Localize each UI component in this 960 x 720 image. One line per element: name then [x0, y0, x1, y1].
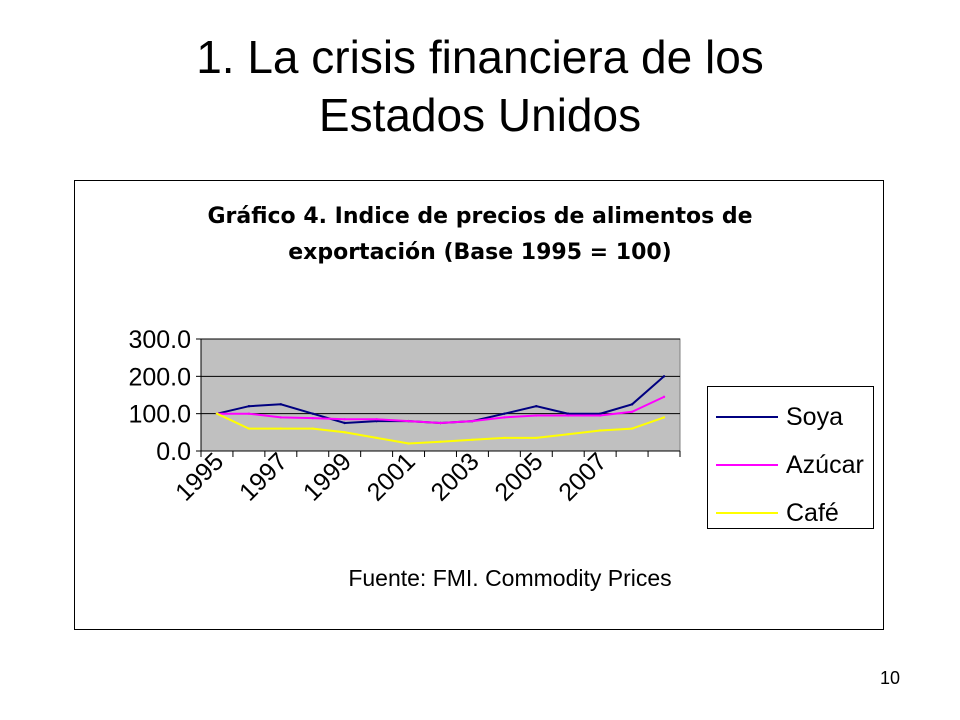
- data-point-cafe-2008: [630, 427, 634, 430]
- data-point-soya-2000: [375, 419, 378, 423]
- data-point-cafe-2002: [439, 440, 442, 443]
- data-point-azucar-2001: [407, 419, 410, 423]
- data-point-azucar-1998: [311, 416, 314, 420]
- data-point-azucar-1996: [247, 412, 251, 415]
- data-point-cafe-1998: [311, 427, 314, 430]
- legend-label-azucar: Azúcar: [786, 451, 864, 479]
- slide-title: 1. La crisis financiera de los Estados U…: [0, 28, 960, 144]
- data-point-soya-2004: [503, 412, 506, 415]
- data-point-azucar-2009: [662, 395, 666, 399]
- data-point-cafe-2006: [567, 433, 570, 436]
- page-number: 10: [879, 668, 900, 688]
- x-tick-label-1997: 1997: [234, 447, 293, 506]
- y-tick-label-0: 0.0: [156, 438, 191, 466]
- chart-legend: Soya Azúcar Café: [707, 386, 874, 529]
- data-point-azucar-2005: [535, 414, 538, 417]
- chart-frame: Gráfico 4. Indice de precios de alimento…: [74, 180, 884, 630]
- data-point-soya-2006: [567, 412, 570, 415]
- data-point-soya-2005: [535, 405, 538, 408]
- chart-source-note: Fuente: FMI. Commodity Prices: [348, 565, 672, 591]
- data-point-azucar-2006: [567, 414, 570, 417]
- legend-swatch-soya: [716, 416, 778, 418]
- data-point-cafe-1996: [247, 427, 251, 430]
- data-point-cafe-2009: [662, 416, 666, 419]
- data-point-soya-1998: [311, 412, 314, 415]
- legend-item-cafe: Café: [716, 498, 871, 528]
- data-point-soya-2008: [630, 403, 634, 406]
- data-point-azucar-2003: [471, 419, 474, 423]
- slide-title-line-1: 1. La crisis financiera de los: [196, 31, 764, 83]
- data-point-cafe-1995: [215, 412, 219, 415]
- x-tick-label-2007: 2007: [553, 447, 612, 506]
- y-tick-label-3: 300.0: [128, 326, 191, 354]
- data-point-azucar-2002: [439, 421, 442, 425]
- legend-label-soya: Soya: [786, 403, 843, 431]
- data-point-cafe-2000: [375, 436, 378, 440]
- chart-title-line-2: exportación (Base 1995 = 100): [288, 240, 672, 265]
- data-point-cafe-2001: [407, 442, 410, 445]
- x-tick-label-2003: 2003: [426, 447, 485, 506]
- chart-title: Gráfico 4. Indice de precios de alimento…: [75, 199, 885, 271]
- data-point-azucar-2008: [630, 410, 634, 413]
- legend-swatch-azucar: [716, 464, 778, 466]
- data-point-azucar-2000: [375, 418, 378, 421]
- y-tick-label-2: 200.0: [128, 363, 191, 391]
- legend-item-azucar: Azúcar: [716, 450, 871, 480]
- legend-swatch-cafe: [716, 512, 778, 514]
- data-point-cafe-1997: [279, 427, 283, 430]
- data-point-soya-1996: [247, 405, 251, 408]
- data-point-cafe-2004: [503, 436, 506, 440]
- legend-item-soya: Soya: [716, 402, 871, 432]
- plot-area: [200, 338, 681, 452]
- data-point-soya-2007: [598, 412, 602, 415]
- x-tick-label-2005: 2005: [489, 447, 548, 506]
- data-point-soya-2009: [662, 375, 666, 378]
- chart-title-line-1: Gráfico 4. Indice de precios de alimento…: [207, 204, 753, 229]
- data-point-soya-1999: [343, 421, 346, 425]
- data-point-azucar-1999: [343, 418, 346, 421]
- y-tick-label-1: 100.0: [128, 401, 191, 429]
- data-point-soya-1997: [279, 403, 283, 406]
- data-point-azucar-2004: [503, 416, 506, 419]
- data-point-cafe-2007: [598, 429, 602, 432]
- legend-label-cafe: Café: [786, 499, 839, 527]
- data-point-cafe-2005: [535, 436, 538, 440]
- data-point-cafe-1999: [343, 431, 346, 434]
- x-tick-label-2001: 2001: [362, 447, 421, 506]
- x-tick-label-1999: 1999: [298, 447, 357, 506]
- data-point-cafe-2003: [471, 438, 474, 441]
- slide-title-line-2: Estados Unidos: [318, 89, 642, 141]
- data-point-azucar-2007: [598, 414, 602, 417]
- data-point-azucar-1997: [279, 416, 283, 419]
